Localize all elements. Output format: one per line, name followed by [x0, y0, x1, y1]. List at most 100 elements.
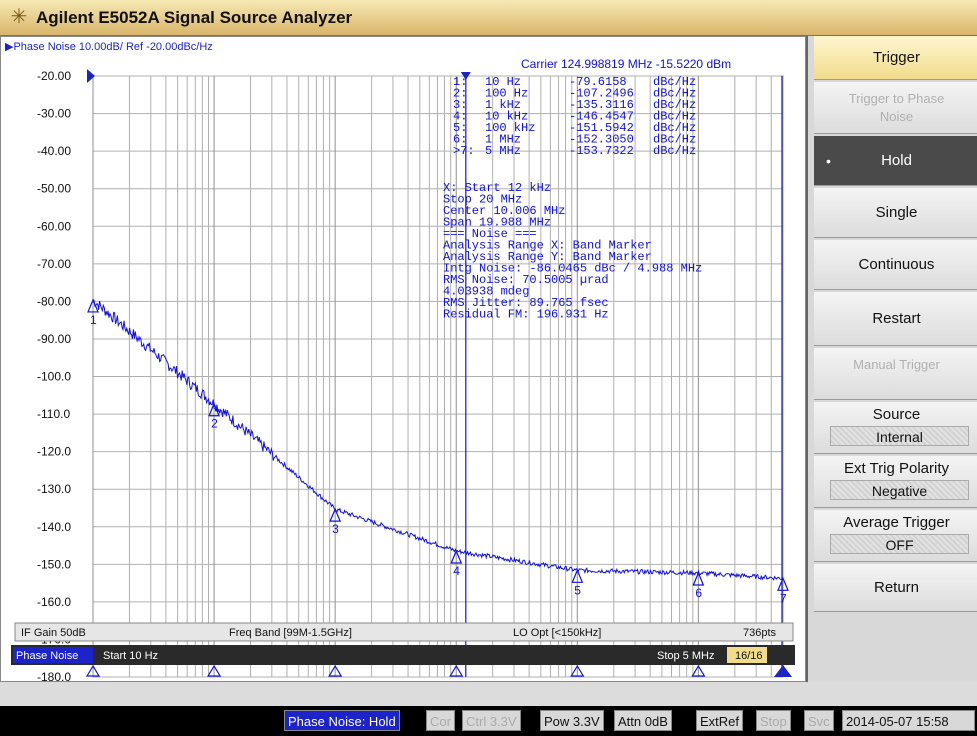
- instrument-status-bar: [0, 682, 977, 706]
- y-tick-label: -70.00: [37, 257, 71, 271]
- phase-noise-trace: [93, 299, 784, 581]
- marker-table-freq: 100 Hz: [485, 87, 528, 101]
- marker-5-triangle: [571, 568, 584, 583]
- y-tick-label: -30.00: [37, 107, 71, 121]
- marker-table-unit: dBc/Hz: [653, 133, 696, 147]
- softkey-continuous[interactable]: Continuous: [814, 240, 977, 290]
- y-tick-label: -160.0: [37, 595, 71, 609]
- marker-table-value: -107.2496: [569, 87, 634, 101]
- marker-table-unit: dBc/Hz: [653, 110, 696, 124]
- y-tick-label: -20.00: [37, 69, 71, 83]
- y-tick-label: -90.00: [37, 332, 71, 346]
- marker-table-id: 4:: [453, 110, 467, 124]
- window-title: Agilent E5052A Signal Source Analyzer: [36, 8, 353, 27]
- analysis-line: Span 19.988 MHz: [443, 216, 551, 230]
- softkey-label: Manual Trigger: [853, 357, 940, 372]
- marker-table-freq: 1 MHz: [485, 133, 521, 147]
- softkey-label: Hold: [881, 152, 912, 169]
- marker-table-unit: dBc/Hz: [653, 144, 696, 158]
- softkey-label: Ext Trig Polarity: [843, 460, 950, 477]
- marker-table-unit: dBc/Hz: [653, 98, 696, 112]
- marker-table-value: -152.3050: [569, 133, 634, 147]
- y-tick-label: -120.0: [37, 445, 71, 459]
- if-gain: IF Gain 50dB: [21, 627, 86, 639]
- softkey-hold[interactable]: • Hold: [814, 136, 977, 186]
- softkey-trigger-to-phase-noise[interactable]: Trigger to Phase Noise: [814, 82, 977, 134]
- softkey-single[interactable]: Single: [814, 188, 977, 238]
- marker-2-stimulus-indicator: [207, 664, 222, 677]
- marker-3-triangle: [329, 507, 342, 522]
- analysis-line: RMS Noise: 70.5005 µrad: [443, 273, 609, 287]
- marker-7-label: 7: [780, 591, 787, 605]
- marker-4-label: 4: [453, 564, 460, 578]
- softkey-value: Negative: [830, 480, 969, 500]
- chart-canvas: ▶Phase Noise 10.00dB/ Ref -20.00dBc/Hz Ca…: [5, 41, 795, 681]
- marker-1-label: 1: [90, 313, 97, 327]
- marker-1-triangle: [87, 298, 99, 313]
- softkey-label: Return: [873, 579, 920, 596]
- analysis-line: === Noise ===: [443, 227, 537, 241]
- softkey-label: Restart: [872, 310, 921, 327]
- trace-footer: [11, 645, 795, 665]
- softkey-label: Trigger to Phase Noise: [848, 91, 945, 124]
- carrier-readout: Carrier 124.998819 MHz -15.5220 dBm: [521, 57, 731, 71]
- softkey-value: OFF: [830, 534, 969, 554]
- y-tick-label: -180.0: [37, 670, 71, 681]
- footer-count-bg: [727, 647, 767, 663]
- y-tick-label: -110.0: [37, 407, 70, 421]
- footer-mode: Phase Noise: [16, 650, 78, 662]
- marker-6-label: 6: [695, 586, 702, 600]
- analysis-line: RMS Jitter: 89.765 fsec: [443, 296, 609, 310]
- marker-2-label: 2: [211, 417, 218, 431]
- softkey-ext-trig-polarity[interactable]: Ext Trig Polarity Negative: [814, 456, 977, 508]
- marker-4-triangle: [450, 549, 463, 564]
- softkey-label: Source: [872, 406, 921, 423]
- status-mode: Phase Noise: Hold: [284, 710, 400, 731]
- y-tick-label: -40.00: [37, 144, 71, 158]
- softkey-average-trigger[interactable]: Average Trigger OFF: [814, 510, 977, 562]
- phase-noise-chart[interactable]: ▶Phase Noise 10.00dB/ Ref -20.00dBc/Hz Ca…: [0, 36, 806, 682]
- y-tick-label: -150.0: [37, 557, 71, 571]
- softkey-source[interactable]: Source Internal: [814, 402, 977, 454]
- softkey-return[interactable]: Return: [814, 564, 977, 612]
- marker-table-freq: 10 Hz: [485, 75, 521, 89]
- marker-5-stimulus-indicator: [570, 664, 585, 677]
- y-tick-label: -50.00: [37, 182, 71, 196]
- analysis-line: X: Start 12 kHz: [443, 181, 551, 195]
- footer-start: Start 10 Hz: [103, 650, 158, 662]
- marker-7-triangle: [777, 576, 789, 591]
- marker-table-id: 3:: [453, 98, 467, 112]
- marker-table-value: -135.3116: [569, 98, 634, 112]
- softkey-menu-title: Trigger: [814, 36, 977, 80]
- system-status-bar: Phase Noise: Hold Cor Ctrl 3.3V Pow 3.3V Att…: [0, 706, 977, 736]
- analysis-line: Residual FM: 196.931 Hz: [443, 308, 609, 322]
- status-ctrl: Ctrl 3.3V: [462, 710, 521, 731]
- footer-mode-bg: [13, 647, 93, 663]
- marker-5-label: 5: [574, 583, 581, 597]
- marker-table-unit: dBc/Hz: [653, 87, 696, 101]
- title-bar: ✳ Agilent E5052A Signal Source Analyzer: [0, 0, 977, 36]
- status-cor: Cor: [426, 710, 455, 731]
- band-start-indicator: [460, 72, 471, 80]
- marker-table-value: -146.4547: [569, 110, 634, 124]
- status-datetime: 2014-05-07 15:58: [842, 710, 975, 731]
- status-pow: Pow 3.3V: [540, 710, 604, 731]
- footer-stop: Stop 5 MHz: [657, 650, 714, 662]
- softkey-restart[interactable]: Restart: [814, 292, 977, 346]
- y-tick-label: -100.0: [37, 370, 71, 384]
- marker-2-triangle: [208, 402, 220, 417]
- analysis-line: Center 10.006 MHz: [443, 204, 565, 218]
- y-tick-label: -80.00: [37, 294, 71, 308]
- y-tick-label: -60.00: [37, 219, 71, 233]
- marker-3-label: 3: [332, 522, 339, 536]
- status-attn: Attn 0dB: [614, 710, 672, 731]
- softkey-manual-trigger[interactable]: Manual Trigger: [814, 348, 977, 400]
- marker-table-freq: 100 kHz: [485, 121, 535, 135]
- marker-table-id: 6:: [453, 133, 467, 147]
- marker-table-id: 2:: [453, 87, 467, 101]
- marker-table-freq: 5 MHz: [485, 144, 521, 158]
- marker-table-unit: dBc/Hz: [653, 121, 696, 135]
- softkey-label: Average Trigger: [843, 514, 950, 531]
- points-count: 736pts: [743, 627, 777, 639]
- status-stop: Stop: [756, 710, 791, 731]
